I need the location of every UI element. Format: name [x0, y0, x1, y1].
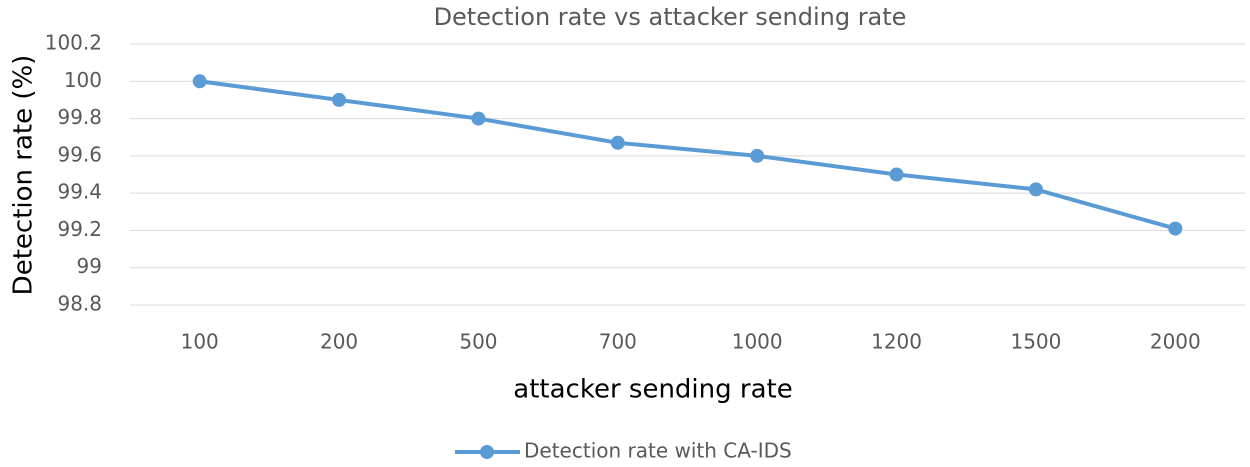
data-point [192, 74, 207, 89]
legend-label: Detection rate with CA-IDS [524, 439, 792, 463]
x-tick-label: 700 [599, 330, 637, 354]
data-point [471, 111, 486, 126]
x-tick-label: 1000 [732, 330, 783, 354]
x-tick-label: 2000 [1150, 330, 1201, 354]
data-point [1168, 221, 1183, 236]
data-point [1028, 182, 1043, 197]
y-tick-label: 99.2 [57, 217, 102, 241]
data-point [750, 148, 765, 163]
y-tick-label: 100.2 [45, 31, 102, 55]
data-point [610, 135, 625, 150]
x-tick-label: 1500 [1010, 330, 1061, 354]
x-tick-label: 200 [320, 330, 358, 354]
y-axis-label: Detection rate (%) [9, 55, 39, 296]
y-tick-label: 100 [64, 68, 102, 92]
y-tick-label: 99.8 [57, 105, 102, 129]
y-tick-label: 99.4 [57, 180, 102, 204]
x-tick-label: 1200 [871, 330, 922, 354]
y-tick-label: 99.6 [57, 142, 102, 166]
x-axis-label: attacker sending rate [513, 375, 792, 405]
chart-title: Detection rate vs attacker sending rate [434, 3, 907, 31]
data-point [332, 92, 347, 107]
legend-marker [480, 445, 494, 459]
y-tick-label: 98.8 [57, 292, 102, 316]
data-point [889, 167, 904, 182]
y-tick-label: 99 [77, 254, 102, 278]
x-tick-label: 500 [459, 330, 497, 354]
data-line [199, 79, 1176, 231]
x-tick-label: 100 [181, 330, 219, 354]
